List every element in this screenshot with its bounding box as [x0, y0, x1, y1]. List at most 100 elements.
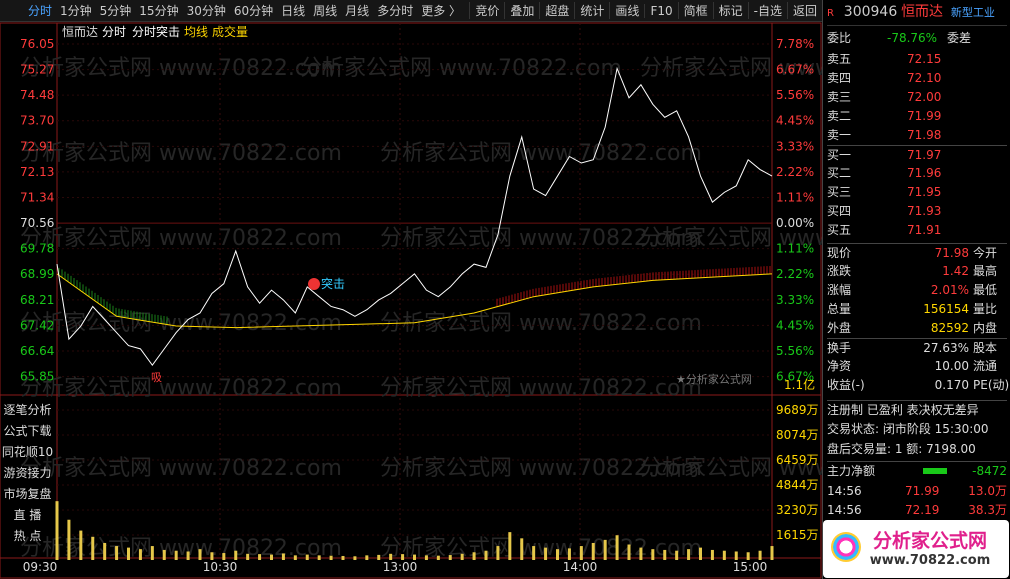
period-tab[interactable]: 1分钟 — [60, 4, 92, 18]
book-row: 卖四 72.10 — [827, 69, 1007, 88]
side-button[interactable]: 逐笔分析 — [3, 403, 52, 417]
info-line: 盘后交易量: 1 额: 7198.00 — [827, 442, 976, 456]
watermark: 分析家公式网 www.70822.com — [20, 311, 342, 336]
level-label: 买四 — [827, 204, 852, 218]
price-tick: 72.13 — [20, 165, 54, 179]
volume-bar — [341, 555, 345, 560]
breakout-icon — [308, 278, 320, 290]
price-tick: 68.21 — [20, 293, 54, 307]
volume-bar — [67, 519, 71, 560]
side-button[interactable]: 热 点 — [13, 529, 42, 543]
stat-label: 量比 — [973, 302, 998, 316]
stat-label: 流通 — [973, 359, 998, 373]
volume-tick: 4844万 — [776, 478, 819, 492]
code: 300946 — [843, 4, 898, 20]
price-tick: 72.91 — [20, 139, 54, 153]
price-tick: 65.85 — [20, 370, 54, 384]
trade-volume: 38.3万 — [968, 503, 1007, 517]
volume-bar — [305, 554, 309, 560]
pct-bottom: 1.1亿 — [784, 377, 815, 392]
volume-bar — [651, 549, 655, 560]
book-row: 买四 71.93 — [827, 202, 1007, 221]
info-line: 交易状态: 闭市阶段 15:30:00 — [827, 422, 989, 436]
side-button[interactable]: 直 播 — [13, 508, 42, 522]
trade-price: 72.19 — [905, 503, 940, 517]
main-net: 主力净额 -8472 — [827, 461, 1007, 481]
volume-bar — [413, 554, 416, 560]
level-price: 71.91 — [907, 223, 942, 237]
side-button[interactable]: 公式下载 — [3, 424, 52, 438]
period-tab[interactable]: 多分时 — [377, 4, 414, 18]
stat-row: 涨跌 1.42 最高 — [827, 262, 1007, 281]
price-line — [56, 66, 773, 367]
toolbar-button[interactable]: F10 — [644, 3, 677, 18]
period-tab[interactable]: 15分钟 — [139, 4, 179, 18]
volume-bar — [377, 554, 381, 560]
watermark: 分析家公式网 www.70822.com — [640, 226, 822, 251]
book-row: 卖三 72.00 — [827, 88, 1007, 107]
pct-tick: 6.67% — [776, 63, 814, 77]
value: -8472 — [972, 464, 1007, 478]
side-menu: 逐笔分析公式下载同花顺10 游资接力市场复盘直 播热 点 — [0, 400, 55, 547]
legend-item: 分时 — [102, 25, 126, 39]
period-tab[interactable]: 更多 〉 — [421, 4, 462, 18]
period-tab[interactable]: 60分钟 — [233, 4, 274, 18]
volume-bar — [675, 550, 679, 560]
period-tab[interactable]: 月线 — [345, 4, 370, 18]
pct-tick: 3.33% — [776, 139, 814, 153]
logo-url: www.70822.com — [869, 553, 991, 568]
volume-bar — [127, 547, 130, 560]
volume-bar — [353, 556, 357, 560]
stat-row: 现价 71.98 今开 — [827, 243, 1007, 263]
price-tick: 76.05 — [20, 37, 54, 51]
quote-header: R 300946 恒而达 新型工业 — [827, 3, 1007, 26]
label: 主力净额 — [827, 464, 876, 478]
legend-item: 均线 — [184, 25, 208, 39]
watermark: 分析家公式网 www.70822.com — [380, 376, 702, 401]
watermark: 分析家公式网 www.70822.com — [380, 536, 702, 561]
sector[interactable]: 新型工业 — [950, 6, 995, 19]
period-tab[interactable]: 日线 — [281, 4, 306, 18]
period-tab[interactable]: 周线 — [313, 4, 338, 18]
stat-value: 2.01% — [930, 283, 969, 297]
price-tick: 71.34 — [20, 190, 54, 204]
volume-bar — [162, 549, 166, 560]
stat-value: 27.63% — [923, 341, 969, 355]
period-tab[interactable]: 分时 — [28, 4, 53, 18]
stat-label: 收益(-) — [827, 378, 865, 392]
toolbar-button[interactable]: 画线 — [609, 2, 644, 19]
side-button[interactable]: 同花顺10 — [1, 445, 54, 459]
toolbar-button[interactable]: 竞价 — [469, 2, 504, 19]
toolbar-button[interactable]: 返回 — [786, 2, 822, 19]
stat-row: 外盘 82592 内盘 — [827, 319, 1007, 338]
trade-price: 71.99 — [905, 484, 940, 498]
side-button[interactable]: 游资接力 — [3, 466, 52, 480]
side-button[interactable]: 市场复盘 — [3, 487, 52, 501]
volume-bar — [508, 532, 512, 560]
volume-bar — [532, 546, 536, 560]
stat-label: 外盘 — [827, 321, 852, 335]
toolbar-button[interactable]: 标记 — [712, 2, 748, 19]
chart-frame — [0, 22, 822, 579]
level-price: 72.10 — [907, 71, 942, 85]
toolbar-button[interactable]: -自选 — [747, 2, 787, 19]
volume-bar — [198, 549, 202, 560]
toolbar-button[interactable]: 超盘 — [539, 2, 574, 19]
pct-tick: 3.33% — [776, 293, 814, 307]
stat-row: 净资 10.00 流通 — [827, 357, 1007, 376]
volume-bar — [460, 553, 464, 560]
volume-bar — [496, 546, 500, 560]
stat-label: 最低 — [973, 283, 998, 297]
stat-label: 股本 — [973, 341, 998, 355]
stat-label: 总量 — [827, 302, 852, 316]
toolbar-button[interactable]: 叠加 — [504, 2, 539, 19]
period-tab[interactable]: 5分钟 — [99, 4, 132, 18]
price-tick: 69.78 — [20, 242, 54, 256]
pct-tick: 1.11% — [776, 242, 814, 256]
toolbar-button[interactable]: 统计 — [574, 2, 609, 19]
volume-bar — [734, 551, 738, 560]
period-tab[interactable]: 30分钟 — [186, 4, 226, 18]
toolbar-button[interactable]: 简框 — [677, 2, 713, 19]
level-label: 卖五 — [827, 52, 852, 66]
